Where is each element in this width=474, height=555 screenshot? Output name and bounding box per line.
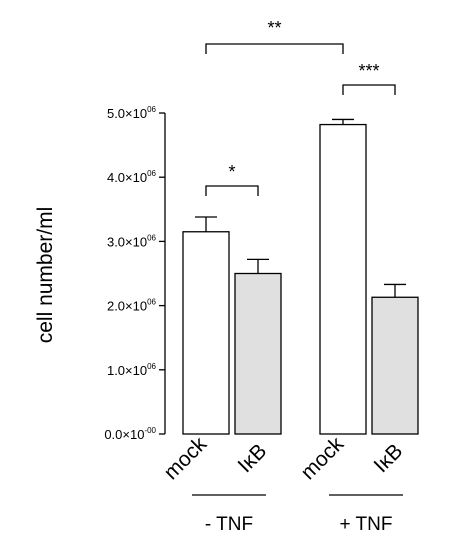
bar (234, 272, 282, 435)
y-tick-label: 3.0×1006 (107, 233, 157, 249)
category-label: mock (160, 432, 212, 484)
category-label: mock (297, 432, 349, 484)
bar (371, 296, 419, 435)
y-tick-label: 4.0×1006 (107, 169, 157, 185)
category-label: IκB (234, 440, 272, 478)
y-tick-label: 2.0×1006 (107, 298, 157, 314)
group-label: + TNF (340, 514, 393, 535)
significance-label: *** (358, 61, 379, 81)
y-tick-label: 1.0×1006 (107, 362, 157, 378)
significance-label: ** (267, 18, 281, 38)
y-axis-label: cell number/ml (34, 207, 57, 344)
significance-bracket (205, 43, 344, 54)
bar (182, 231, 230, 435)
significance-label: * (228, 162, 235, 182)
category-label: IκB (370, 440, 408, 478)
bar (319, 123, 367, 435)
significance-bracket (342, 84, 396, 95)
group-label: - TNF (205, 514, 253, 535)
y-tick-label: 0.0×10-00 (104, 426, 156, 442)
significance-bracket (205, 185, 259, 196)
y-tick-label: 5.0×1006 (107, 105, 157, 121)
